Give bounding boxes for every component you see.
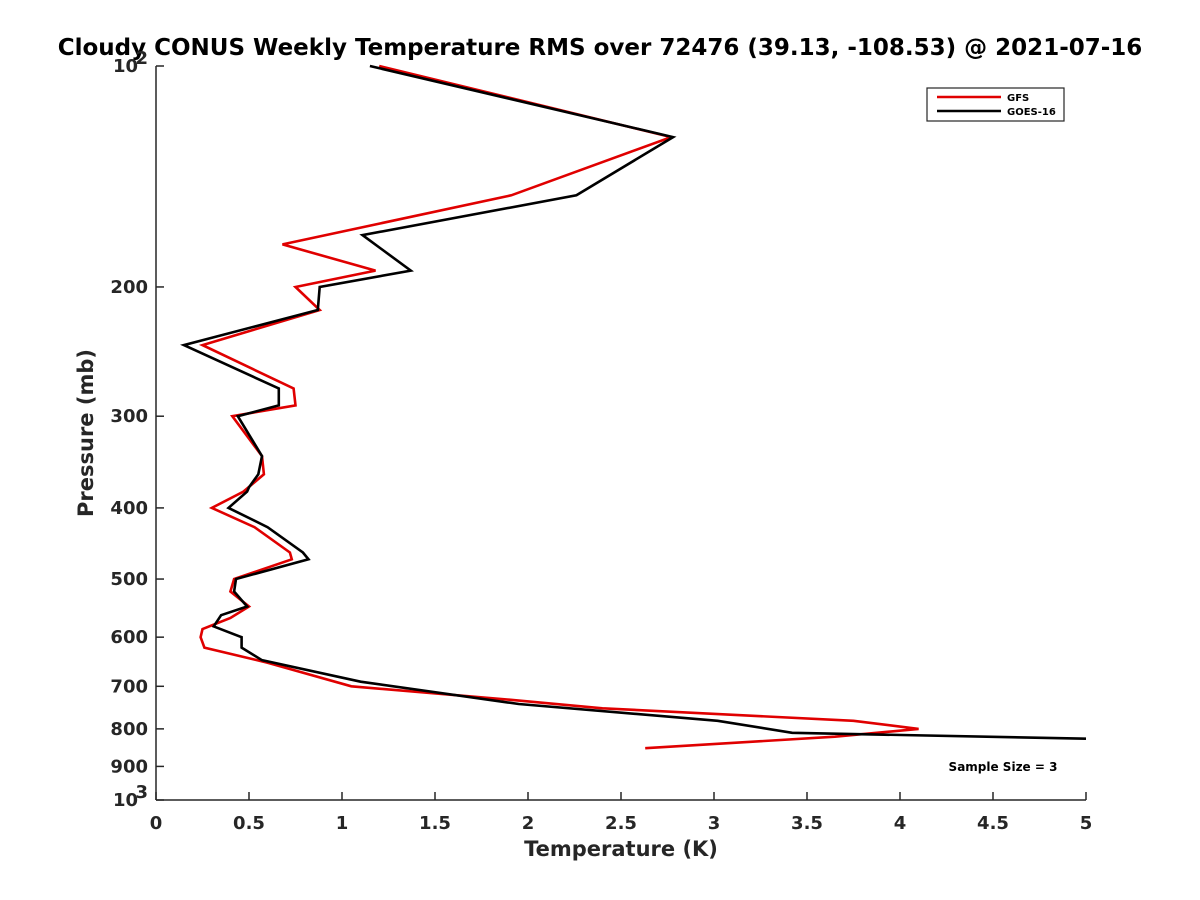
x-tick-label: 1 xyxy=(336,813,349,834)
y-tick-exponent: 2 xyxy=(135,48,148,69)
y-tick-label: 200 xyxy=(110,277,148,298)
x-tick-label: 4 xyxy=(894,813,907,834)
x-axis-label: Temperature (K) xyxy=(524,837,718,861)
series-group xyxy=(180,64,1087,750)
x-tick-label: 3.5 xyxy=(791,813,823,834)
x-tick-label: 4.5 xyxy=(977,813,1009,834)
y-axis-label: Pressure (mb) xyxy=(74,349,98,517)
legend: GFS GOES-16 xyxy=(926,87,1065,122)
chart-title: Cloudy CONUS Weekly Temperature RMS over… xyxy=(58,35,1143,61)
y-tick-label: 600 xyxy=(110,627,148,648)
y-tick-label: 10 xyxy=(113,56,138,77)
y-tick-label: 900 xyxy=(110,756,148,777)
x-tick-label: 2.5 xyxy=(605,813,637,834)
x-tick-label: 2 xyxy=(522,813,535,834)
legend-label: GFS xyxy=(1007,93,1029,104)
y-tick-label: 10 xyxy=(113,790,138,811)
x-axis-ticks: 0 0.5 1 1.5 2 2.5 3 3.5 4 4.5 5 xyxy=(150,792,1093,834)
y-tick-label: 500 xyxy=(110,569,148,590)
y-tick-label: 700 xyxy=(110,676,148,697)
y-tick-exponent: 3 xyxy=(135,782,148,803)
x-tick-label: 1.5 xyxy=(419,813,451,834)
legend-box xyxy=(926,87,1065,122)
legend-label: GOES-16 xyxy=(1007,107,1056,118)
y-tick-label: 400 xyxy=(110,498,148,519)
plot-background xyxy=(156,66,1086,800)
series-line-goes-16 xyxy=(180,64,1087,740)
x-tick-label: 3 xyxy=(708,813,721,834)
x-tick-label: 0 xyxy=(150,813,163,834)
y-tick-label: 300 xyxy=(110,406,148,427)
x-tick-label: 0.5 xyxy=(233,813,265,834)
plot-area xyxy=(155,66,1086,801)
x-tick-label: 5 xyxy=(1080,813,1093,834)
y-tick-label: 800 xyxy=(110,719,148,740)
sample-size-annotation: Sample Size = 3 xyxy=(949,760,1058,774)
